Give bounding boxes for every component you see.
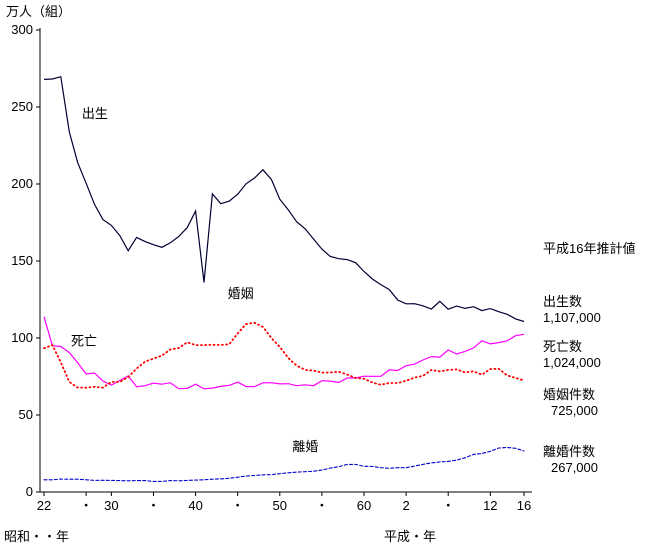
- x-tick-label: 50: [273, 498, 287, 513]
- annotation-title: 平成16年推計値: [543, 241, 635, 256]
- births-annotation-label: 出生数: [543, 294, 582, 309]
- divorces-line: [43, 446, 525, 482]
- era-label-showa: 昭和・・年: [4, 529, 69, 544]
- x-tick-label: ・: [442, 498, 455, 513]
- chart-axes: 0 50 100 150 200 250 300 22 ・ 30 ・ 40 ・ 50 ・ 60 2 ・ 12 16: [11, 22, 532, 513]
- x-tick-label: 30: [104, 498, 118, 513]
- x-tick-label: 12: [483, 498, 497, 513]
- deaths-annotation-label: 死亡数: [543, 339, 582, 354]
- x-tick-label: ・: [147, 498, 160, 513]
- x-tick-label: ・: [80, 498, 93, 513]
- y-tick-label: 200: [11, 176, 33, 191]
- divorces-label: 離婚: [292, 439, 318, 454]
- deaths-line: [43, 316, 525, 390]
- y-tick-label: 250: [11, 99, 33, 114]
- chart-series: [43, 75, 525, 482]
- x-tick-label: 22: [37, 498, 51, 513]
- y-tick-label: 100: [11, 330, 33, 345]
- marriages-line: [43, 321, 525, 389]
- divorces-annotation-value: 267,000: [551, 460, 598, 475]
- y-tick-label: 300: [11, 22, 33, 37]
- x-tick-label: ・: [315, 498, 328, 513]
- deaths-label: 死亡: [71, 334, 97, 349]
- y-tick-label: 50: [19, 407, 33, 422]
- x-tick-label: 16: [517, 498, 531, 513]
- deaths-annotation-value: 1,024,000: [543, 355, 601, 370]
- y-tick-label: 150: [11, 253, 33, 268]
- x-tick-label: 60: [357, 498, 371, 513]
- x-tick-label: 40: [188, 498, 202, 513]
- era-label-heisei: 平成・年: [384, 529, 436, 544]
- births-label: 出生: [82, 106, 108, 121]
- marriages-label: 婚姻: [228, 286, 254, 301]
- x-tick-label: ・: [231, 498, 244, 513]
- marriages-annotation-label: 婚姻件数: [543, 387, 595, 402]
- marriages-annotation-value: 725,000: [551, 403, 598, 418]
- births-annotation-value: 1,107,000: [543, 310, 601, 325]
- divorces-annotation-label: 離婚件数: [543, 444, 595, 459]
- births-line: [43, 75, 525, 323]
- x-tick-label: 2: [402, 498, 409, 513]
- y-axis-title: 万人（組）: [6, 4, 71, 19]
- y-tick-label: 0: [26, 484, 33, 499]
- estimate-annotations: 平成16年推計値 出生数 1,107,000 死亡数 1,024,000 婚姻件…: [543, 241, 635, 475]
